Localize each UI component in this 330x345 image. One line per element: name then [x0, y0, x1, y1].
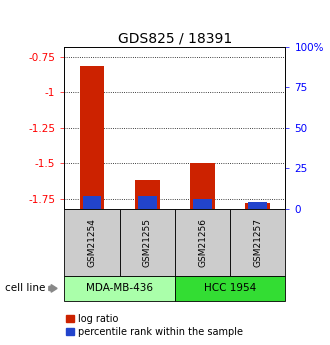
Text: cell line: cell line: [5, 284, 45, 293]
Text: MDA-MB-436: MDA-MB-436: [86, 284, 153, 293]
Bar: [246, 203, 270, 209]
Text: GSM21256: GSM21256: [198, 218, 207, 267]
Text: HCC 1954: HCC 1954: [204, 284, 256, 293]
Bar: [80, 67, 104, 209]
Text: GSM21257: GSM21257: [253, 218, 262, 267]
Bar: [135, 180, 160, 209]
Title: GDS825 / 18391: GDS825 / 18391: [118, 31, 232, 46]
Bar: [190, 163, 215, 209]
Text: GSM21254: GSM21254: [87, 218, 96, 267]
Legend: log ratio, percentile rank within the sample: log ratio, percentile rank within the sa…: [66, 314, 243, 337]
Bar: [82, 196, 101, 209]
Text: GSM21255: GSM21255: [143, 218, 152, 267]
Bar: [193, 199, 212, 209]
Bar: [138, 196, 157, 209]
Bar: [248, 202, 267, 209]
